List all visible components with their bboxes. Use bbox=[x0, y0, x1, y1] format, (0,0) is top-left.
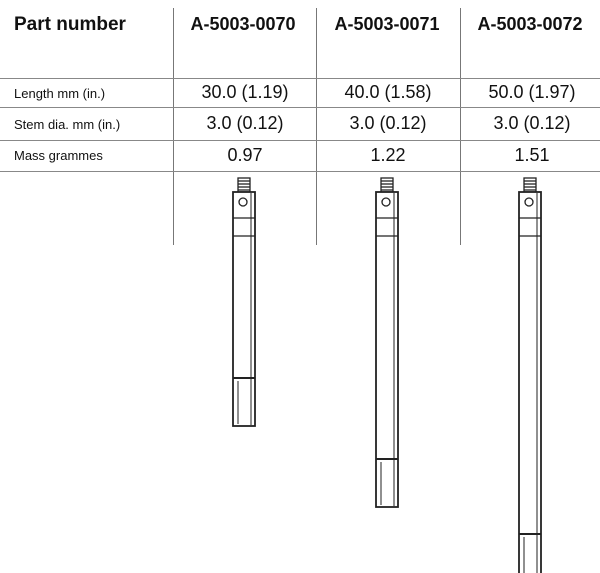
mass-0072: 1.51 bbox=[514, 145, 550, 165]
length-0070: 30.0 (1.19) bbox=[201, 82, 289, 102]
stylus-extension-0070 bbox=[232, 177, 256, 427]
row-divider-3 bbox=[0, 171, 600, 172]
length-0072: 50.0 (1.97) bbox=[488, 82, 576, 102]
length-0071: 40.0 (1.58) bbox=[344, 82, 432, 102]
row-label-length: Length mm (in.) bbox=[14, 86, 106, 101]
stem-dia-0070: 3.0 (0.12) bbox=[206, 113, 284, 133]
row-divider-1 bbox=[0, 107, 600, 108]
mass-0070: 0.97 bbox=[227, 145, 263, 165]
mass-0071: 1.22 bbox=[370, 145, 406, 165]
column-header-0071: A-5003-0071 bbox=[334, 14, 440, 34]
stylus-extension-0072 bbox=[518, 177, 542, 573]
stylus-extension-0071 bbox=[375, 177, 399, 508]
row-divider-2 bbox=[0, 140, 600, 141]
stem-dia-0072: 3.0 (0.12) bbox=[493, 113, 571, 133]
column-divider-3 bbox=[460, 8, 461, 245]
column-header-0072: A-5003-0072 bbox=[477, 14, 583, 34]
stem-dia-0071: 3.0 (0.12) bbox=[349, 113, 427, 133]
column-header-0070: A-5003-0070 bbox=[190, 14, 296, 34]
row-label-mass: Mass grammes bbox=[14, 148, 103, 163]
row-divider-top bbox=[0, 78, 600, 79]
column-divider-2 bbox=[316, 8, 317, 245]
row-label-stem-dia: Stem dia. mm (in.) bbox=[14, 117, 121, 132]
column-divider-1 bbox=[173, 8, 174, 245]
part-number-header: Part number bbox=[14, 14, 126, 35]
